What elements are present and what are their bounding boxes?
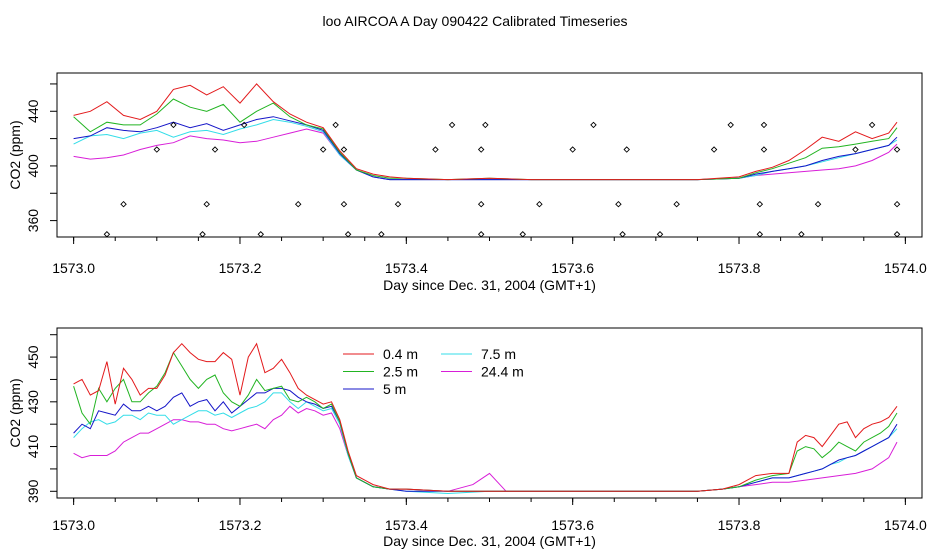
- series-line-5m: [73, 116, 898, 181]
- data-point: [727, 121, 734, 129]
- data-point: [477, 200, 485, 208]
- data-point: [673, 200, 680, 208]
- data-point: [448, 121, 456, 129]
- data-point: [893, 231, 901, 237]
- data-point: [170, 121, 177, 129]
- data-point: [199, 231, 206, 237]
- x-tick-label: 1573.2: [219, 517, 262, 533]
- data-point: [760, 146, 768, 153]
- data-point: [103, 231, 111, 237]
- data-point: [852, 146, 859, 153]
- x-tick-label: 1573.6: [551, 517, 594, 533]
- data-point: [868, 121, 876, 129]
- x-tick-label: 1573.6: [551, 260, 594, 276]
- data-point: [340, 200, 348, 208]
- data-point: [814, 200, 822, 208]
- data-point: [893, 200, 901, 208]
- x-tick-label: 1573.4: [385, 517, 428, 533]
- x-tick-label: 1574.0: [884, 517, 927, 533]
- y-tick-label: 440: [25, 99, 41, 123]
- x-tick-label: 1573.0: [52, 260, 95, 276]
- legend-label: 24.4 m: [481, 364, 524, 380]
- legend-label: 2.5 m: [383, 364, 418, 380]
- data-point: [394, 200, 402, 208]
- plot-frame: [56, 72, 923, 238]
- legend-label: 0.4 m: [383, 346, 418, 362]
- x-tick-label: 1573.4: [385, 260, 428, 276]
- data-point: [569, 146, 576, 153]
- plot-area: [73, 83, 901, 237]
- y-tick-label: 390: [25, 479, 41, 503]
- data-point: [615, 200, 622, 208]
- series-line-04m: [73, 342, 898, 492]
- y-axis-label: CO2 (ppm): [7, 378, 23, 447]
- plot-area: [73, 342, 898, 495]
- data-point: [203, 200, 210, 208]
- x-tick-label: 1573.8: [718, 517, 761, 533]
- y-axis-label: CO2 (ppm): [7, 120, 23, 189]
- x-axis-label: Day since Dec. 31, 2004 (GMT+1): [383, 277, 596, 293]
- data-point: [332, 121, 339, 129]
- data-point: [760, 121, 768, 129]
- legend-label: 5 m: [383, 381, 406, 397]
- data-point: [319, 146, 327, 153]
- data-point: [756, 231, 764, 237]
- legend: 0.4 m 2.5 m5 m 7.5 m 24.4 m: [343, 346, 524, 397]
- top-panel: 1573.0 1573.2 1573.4 1573.6 1573.8 1574.0 360 4…: [7, 72, 927, 293]
- data-point: [378, 231, 385, 237]
- legend-label: 7.5 m: [481, 346, 516, 362]
- data-point: [590, 121, 597, 129]
- data-point: [211, 146, 219, 153]
- series-line-04m: [73, 83, 898, 181]
- data-point: [623, 146, 630, 153]
- x-tick-label: 1574.0: [884, 260, 927, 276]
- data-point: [344, 231, 352, 237]
- data-point: [756, 200, 764, 208]
- data-point: [240, 121, 248, 129]
- data-point: [153, 146, 161, 153]
- y-tick-label: 360: [25, 209, 41, 233]
- data-point: [519, 231, 527, 237]
- data-point: [432, 146, 439, 153]
- y-tick-label: 410: [25, 435, 41, 459]
- data-point: [656, 231, 664, 237]
- data-point: [257, 231, 265, 237]
- x-axis-label: Day since Dec. 31, 2004 (GMT+1): [383, 533, 596, 549]
- y-tick-label: 450: [25, 345, 41, 369]
- y-tick-label: 430: [25, 390, 41, 414]
- data-point: [294, 200, 302, 208]
- series-line-25m: [73, 98, 898, 181]
- series-line-25m: [73, 351, 898, 492]
- data-point: [893, 146, 901, 153]
- data-point: [340, 146, 348, 153]
- data-point: [120, 200, 127, 208]
- x-tick-label: 1573.8: [718, 260, 761, 276]
- bottom-panel: 1573.0 1573.2 1573.4 1573.6 1573.8 1574.0 390 4…: [7, 327, 927, 549]
- data-point: [477, 231, 485, 237]
- data-point: [619, 231, 626, 237]
- figure-title: loo AIRCOA A Day 090422 Calibrated Times…: [322, 13, 627, 29]
- y-tick-label: 400: [25, 154, 41, 178]
- series-line-75m: [73, 118, 898, 181]
- data-point: [536, 200, 543, 208]
- series-line-244m: [73, 128, 898, 181]
- x-tick-label: 1573.2: [219, 260, 262, 276]
- x-tick-label: 1573.0: [52, 517, 95, 533]
- series-line-244m: [73, 405, 898, 492]
- series-line-75m: [73, 392, 898, 495]
- data-point: [477, 146, 485, 153]
- data-point: [482, 121, 489, 129]
- data-point: [798, 231, 805, 237]
- data-point: [710, 146, 718, 153]
